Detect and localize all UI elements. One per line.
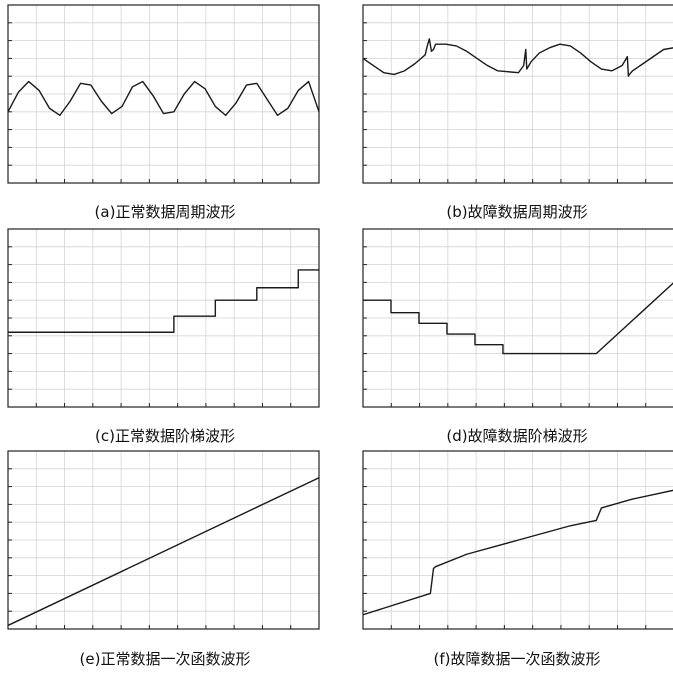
panel-b: (b)故障数据周期波形 <box>362 4 673 221</box>
caption-b: (b)故障数据周期波形 <box>446 203 587 221</box>
plot-area-b <box>362 4 673 184</box>
plot-frame-e <box>7 450 320 630</box>
caption-a: (a)正常数据周期波形 <box>95 203 236 221</box>
series-line-b <box>362 38 673 77</box>
panel-a: (a)正常数据周期波形 <box>7 4 320 221</box>
plot-area-c <box>7 228 320 408</box>
plot-frame-c <box>7 228 320 408</box>
plot-frame-a <box>7 4 320 184</box>
panel-f: (f)故障数据一次函数波形 <box>362 450 673 668</box>
plot-frame-d <box>362 228 673 408</box>
plot-frame-b <box>362 4 673 184</box>
series-line-e <box>7 477 320 627</box>
caption-e: (e)正常数据一次函数波形 <box>80 650 251 668</box>
plot-area-f <box>362 450 673 630</box>
caption-f: (f)故障数据一次函数波形 <box>434 650 601 668</box>
series-line-c <box>8 269 319 333</box>
caption-d: (d)故障数据阶梯波形 <box>446 427 587 445</box>
panel-c: (c)正常数据阶梯波形 <box>7 228 320 445</box>
plot-area-e <box>7 450 320 630</box>
series-line-d <box>363 282 673 355</box>
plot-frame-f <box>362 450 673 630</box>
panel-e: (e)正常数据一次函数波形 <box>7 450 320 668</box>
panel-d: (d)故障数据阶梯波形 <box>362 228 673 445</box>
caption-c: (c)正常数据阶梯波形 <box>95 427 235 445</box>
plot-area-d <box>362 228 673 408</box>
plot-area-a <box>7 4 320 184</box>
series-line-a <box>7 80 320 117</box>
series-line-f <box>362 489 673 616</box>
